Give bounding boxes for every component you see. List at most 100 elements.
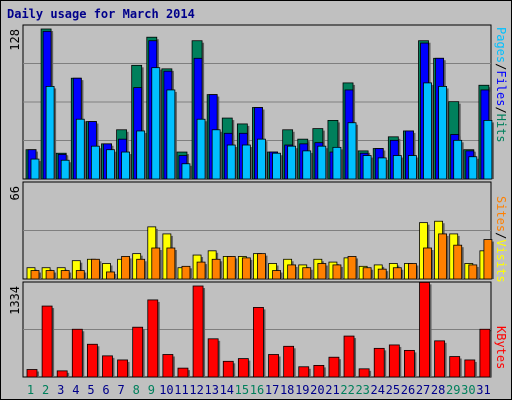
sites-bar bbox=[392, 267, 402, 280]
usage-chart-legend-part: / bbox=[494, 106, 508, 113]
sites-bar bbox=[196, 261, 206, 280]
x-tick-label: 6 bbox=[102, 383, 109, 397]
x-tick-label: 10 bbox=[159, 383, 173, 397]
x-tick-label: 16 bbox=[250, 383, 264, 397]
chart-title: Daily usage for March 2014 bbox=[7, 7, 195, 21]
x-tick-label: 23 bbox=[355, 383, 369, 397]
kbytes-bar bbox=[177, 367, 189, 378]
pages-bar bbox=[302, 150, 312, 180]
kbytes-bar bbox=[283, 345, 295, 378]
sites-bar bbox=[302, 267, 312, 280]
pages-bar bbox=[287, 145, 297, 180]
x-tick-label: 3 bbox=[57, 383, 64, 397]
sites-bar bbox=[241, 257, 251, 280]
visits-chart-legend-part: Visits bbox=[494, 239, 508, 282]
pages-bar bbox=[453, 139, 463, 180]
kbytes-bar bbox=[71, 328, 83, 378]
x-tick-label: 11 bbox=[174, 383, 188, 397]
sites-bar bbox=[30, 270, 40, 280]
kbytes-bar bbox=[464, 359, 476, 378]
kbytes-bar bbox=[132, 326, 144, 378]
sites-bar bbox=[468, 264, 478, 280]
pages-bar bbox=[392, 155, 402, 180]
x-tick-label: 15 bbox=[235, 383, 249, 397]
kbytes-bar bbox=[117, 359, 128, 378]
pages-bar bbox=[317, 145, 327, 180]
pages-bar bbox=[408, 155, 417, 180]
pages-bar bbox=[468, 156, 478, 180]
visits-chart-legend-part: Sites bbox=[494, 196, 508, 232]
visits-chart-legend: Sites/Visits bbox=[494, 196, 508, 283]
kbytes-bar bbox=[358, 368, 370, 378]
kbytes-bar bbox=[147, 299, 159, 378]
kbytes-bar bbox=[298, 366, 310, 378]
pages-bar bbox=[362, 155, 372, 180]
sites-bar bbox=[483, 239, 493, 280]
x-tick-label: 13 bbox=[204, 383, 218, 397]
kbytes-bar bbox=[192, 285, 204, 378]
sites-bar bbox=[317, 263, 327, 280]
pages-bar bbox=[106, 149, 115, 180]
sites-bar bbox=[151, 247, 161, 280]
sites-bar bbox=[226, 256, 236, 280]
pages-bar bbox=[181, 163, 191, 180]
sites-bar bbox=[136, 258, 146, 280]
kbytes-bar bbox=[207, 338, 219, 378]
sites-bar bbox=[347, 256, 357, 280]
x-tick-label: 26 bbox=[401, 383, 415, 397]
x-tick-label: 9 bbox=[148, 383, 155, 397]
visits-chart-legend-part: / bbox=[494, 232, 508, 239]
kbytes-bar bbox=[86, 343, 98, 378]
x-tick-label: 5 bbox=[87, 383, 94, 397]
x-tick-label: 24 bbox=[371, 383, 385, 397]
pages-bar bbox=[377, 157, 387, 180]
usage-chart-legend-part: / bbox=[494, 63, 508, 70]
sites-bar bbox=[257, 253, 266, 280]
sites-bar bbox=[121, 256, 130, 280]
usage-chart-legend-part: Files bbox=[494, 70, 508, 106]
x-tick-label: 8 bbox=[133, 383, 140, 397]
sites-bar bbox=[332, 264, 342, 280]
kbytes-bar bbox=[479, 328, 491, 378]
sites-bar bbox=[75, 270, 85, 280]
kbytes-bar bbox=[419, 281, 430, 378]
x-tick-label: 21 bbox=[325, 383, 339, 397]
kbytes-bar bbox=[343, 335, 355, 378]
x-tick-label: 20 bbox=[310, 383, 324, 397]
kbytes-bar bbox=[26, 369, 38, 378]
kbytes-bar bbox=[56, 370, 68, 378]
pages-bar bbox=[241, 144, 251, 180]
sites-bar bbox=[362, 267, 372, 280]
pages-bar bbox=[332, 146, 342, 180]
kbytes-bar bbox=[237, 358, 249, 378]
kbytes-chart-legend: KBytes bbox=[494, 326, 508, 369]
pages-bar bbox=[45, 86, 55, 180]
sites-bar bbox=[45, 270, 55, 280]
kbytes-bar bbox=[222, 360, 234, 378]
pages-bar bbox=[438, 86, 448, 180]
pages-bar bbox=[75, 118, 85, 180]
pages-bar bbox=[196, 118, 206, 180]
kbytes-bar bbox=[313, 365, 325, 378]
visits-chart-ymax-label: 66 bbox=[8, 186, 22, 200]
sites-bar bbox=[272, 270, 281, 280]
x-tick-label: 27 bbox=[416, 383, 430, 397]
pages-bar bbox=[211, 129, 221, 180]
kbytes-bar bbox=[41, 305, 53, 378]
x-tick-label: 18 bbox=[280, 383, 294, 397]
sites-bar bbox=[408, 263, 417, 280]
x-tick-label: 4 bbox=[72, 383, 79, 397]
pages-bar bbox=[30, 158, 40, 180]
x-tick-label: 2 bbox=[42, 383, 49, 397]
sites-bar bbox=[423, 247, 432, 280]
pages-bar bbox=[347, 122, 357, 180]
usage-chart-legend-part: Pages bbox=[494, 27, 508, 63]
x-tick-label: 7 bbox=[118, 383, 125, 397]
x-tick-label: 19 bbox=[295, 383, 309, 397]
sites-bar bbox=[438, 233, 448, 280]
x-tick-label: 22 bbox=[340, 383, 354, 397]
x-tick-label: 1 bbox=[27, 383, 34, 397]
kbytes-bar bbox=[253, 307, 264, 378]
pages-bar bbox=[60, 159, 70, 180]
